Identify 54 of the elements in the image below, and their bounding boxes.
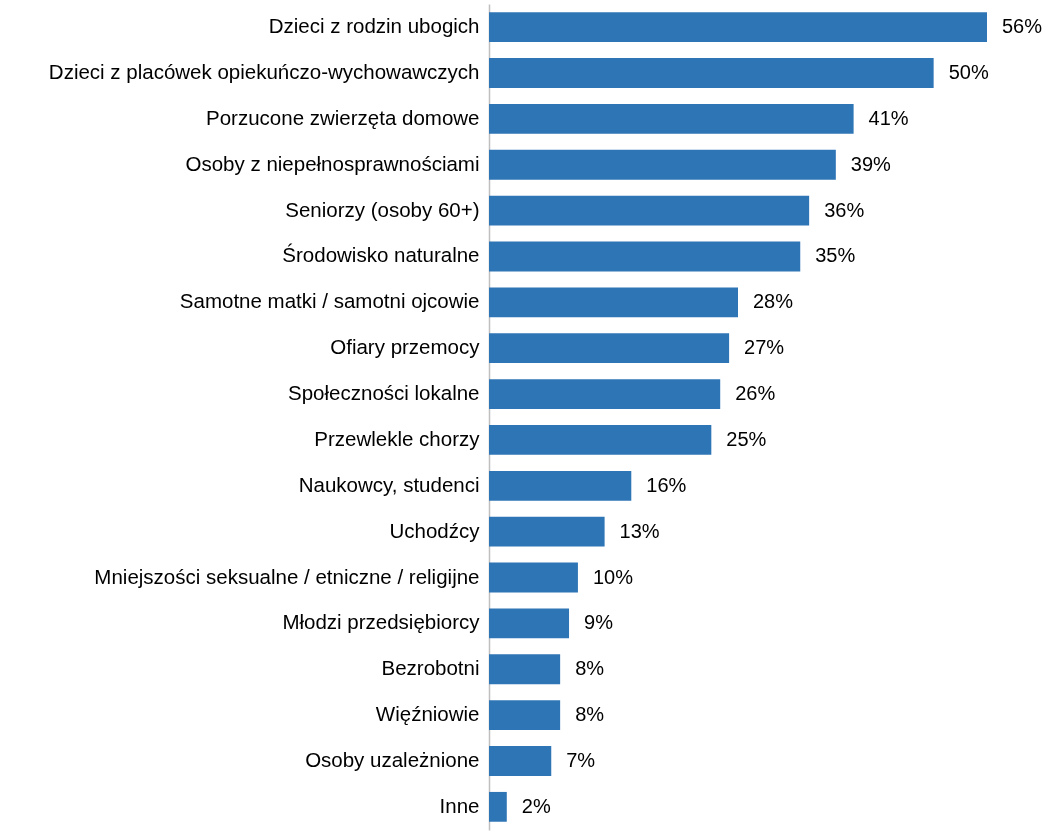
data-label: 36% <box>824 198 865 221</box>
data-label: 8% <box>575 657 605 680</box>
bar <box>489 608 570 639</box>
bar <box>489 333 730 364</box>
data-label: 10% <box>592 565 634 588</box>
bar <box>489 425 712 455</box>
y-tick-label: Naukowcy, studenci <box>298 472 480 496</box>
bar <box>489 195 810 226</box>
y-tick-label: Seniorzy (osoby 60+) <box>285 197 480 221</box>
y-tick-label: Przewlekle chorzy <box>314 426 481 450</box>
data-label: 16% <box>646 473 687 496</box>
y-tick-label: Więźniowie <box>375 702 480 726</box>
y-tick-label: Dzieci z placówek opiekuńczo-wychowawczych <box>48 60 480 84</box>
y-tick-label: Mniejszości seksualne / etniczne / religijne <box>94 564 480 588</box>
bar <box>489 379 721 409</box>
y-tick-label: Osoby z niepełnosprawnościami <box>185 151 480 175</box>
y-tick-label: Inne <box>439 793 480 817</box>
data-label: 13% <box>619 519 660 542</box>
bar <box>489 746 552 776</box>
data-label: 27% <box>744 336 785 359</box>
bar <box>489 562 578 593</box>
y-tick-label: Ofiary przemocy <box>330 335 481 359</box>
bar <box>489 470 632 501</box>
data-label: 56% <box>1002 15 1043 38</box>
bar <box>489 516 605 547</box>
bar <box>489 58 934 88</box>
bar <box>489 241 801 272</box>
data-label: 35% <box>815 244 856 267</box>
y-tick-label: Samotne matki / samotni ojcowie <box>179 289 480 313</box>
bar <box>489 654 561 685</box>
data-label: 39% <box>850 152 892 175</box>
data-label: 2% <box>521 794 551 817</box>
data-label: 41% <box>868 106 909 129</box>
data-label: 25% <box>726 427 767 450</box>
y-tick-label: Społeczności lokalne <box>288 381 480 405</box>
bar <box>489 103 854 134</box>
data-label: 7% <box>566 748 596 771</box>
data-label: 9% <box>584 611 614 634</box>
y-tick-label: Dzieci z rodzin ubogich <box>268 14 480 38</box>
bar <box>489 791 507 822</box>
y-tick-label: Osoby uzależnione <box>305 747 480 771</box>
y-tick-label: Środowisko naturalne <box>282 243 480 267</box>
bar <box>489 12 987 43</box>
data-label: 26% <box>735 382 776 405</box>
bar <box>489 287 738 318</box>
y-tick-label: Porzucone zwierzęta domowe <box>206 105 480 129</box>
y-tick-label: Bezrobotni <box>381 656 480 680</box>
y-tick-label: Młodzi przedsiębiorcy <box>282 610 481 634</box>
data-label: 8% <box>575 703 605 726</box>
data-label: 50% <box>948 61 989 84</box>
bar <box>489 149 836 180</box>
bar <box>489 700 561 731</box>
y-tick-label: Uchodźcy <box>389 518 481 542</box>
data-label: 28% <box>753 290 794 313</box>
